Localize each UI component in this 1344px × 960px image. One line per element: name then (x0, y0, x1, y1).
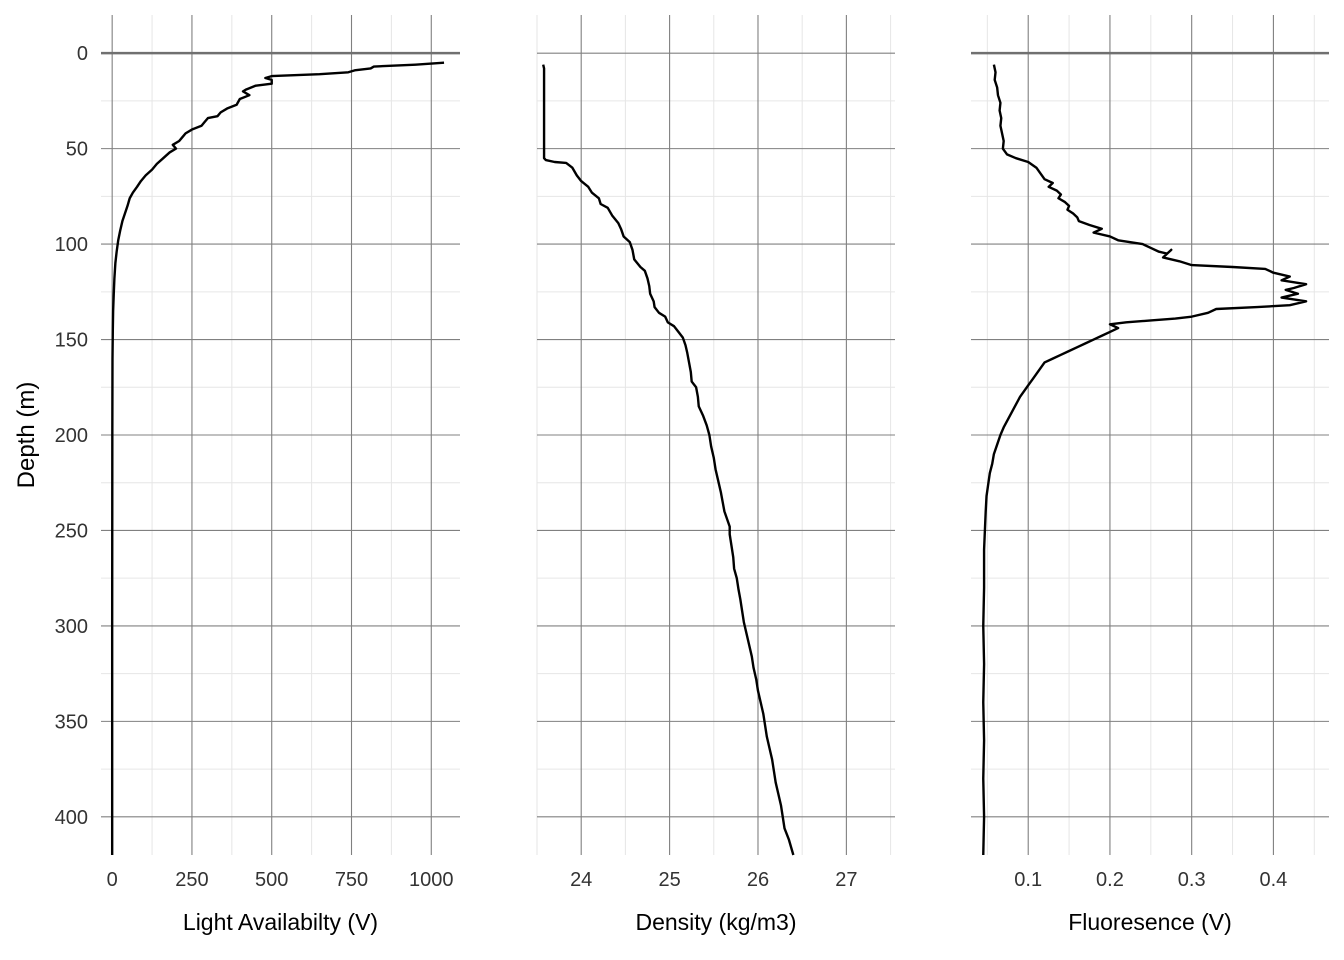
profile-line (982, 64, 1308, 856)
x-tick-label: 0.2 (1096, 869, 1124, 891)
x-axis-title: Light Availabilty (V) (183, 909, 378, 935)
x-tick-label: 250 (175, 869, 208, 891)
x-tick-label: 500 (255, 869, 288, 891)
x-tick-label: 25 (658, 869, 680, 891)
x-tick-label: 0.1 (1014, 869, 1042, 891)
y-tick-label: 150 (55, 330, 88, 352)
y-tick-label: 350 (55, 711, 88, 733)
panel-1: 0 250 500 750 1000 0 50 100 150 200 250 300 350 400 Li… (55, 15, 460, 935)
x-axis-title: Fluoresence (V) (1068, 909, 1232, 935)
x-tick-label: 1000 (409, 869, 454, 891)
x-tick-label: 750 (335, 869, 368, 891)
panels: 0 250 500 750 1000 0 50 100 150 200 250 300 350 400 Li… (55, 15, 1329, 935)
x-tick-label: 27 (835, 869, 857, 891)
panel-2: 24 25 26 27 Density (kg/m3) (536, 15, 895, 935)
x-tick-label: 0 (107, 869, 118, 891)
x-tick-label: 24 (570, 869, 592, 891)
y-tick-label: 400 (55, 807, 88, 829)
y-tick-label: 250 (55, 520, 88, 542)
y-tick-label: 0 (77, 43, 88, 65)
x-tick-label: 0.3 (1178, 869, 1206, 891)
profile-line (110, 61, 445, 855)
x-axis-title: Density (kg/m3) (635, 909, 796, 935)
y-tick-label: 50 (66, 139, 88, 161)
x-tick-label: 0.4 (1260, 869, 1288, 891)
x-tick-label: 26 (747, 869, 769, 891)
y-tick-label: 300 (55, 616, 88, 638)
y-tick-label: 200 (55, 425, 88, 447)
profile-line (542, 64, 795, 856)
y-tick-label: 100 (55, 234, 88, 256)
y-axis-title: Depth (m) (13, 382, 40, 489)
panel-3: 0.1 0.2 0.3 0.4 Fluoresence (V) (971, 15, 1329, 935)
